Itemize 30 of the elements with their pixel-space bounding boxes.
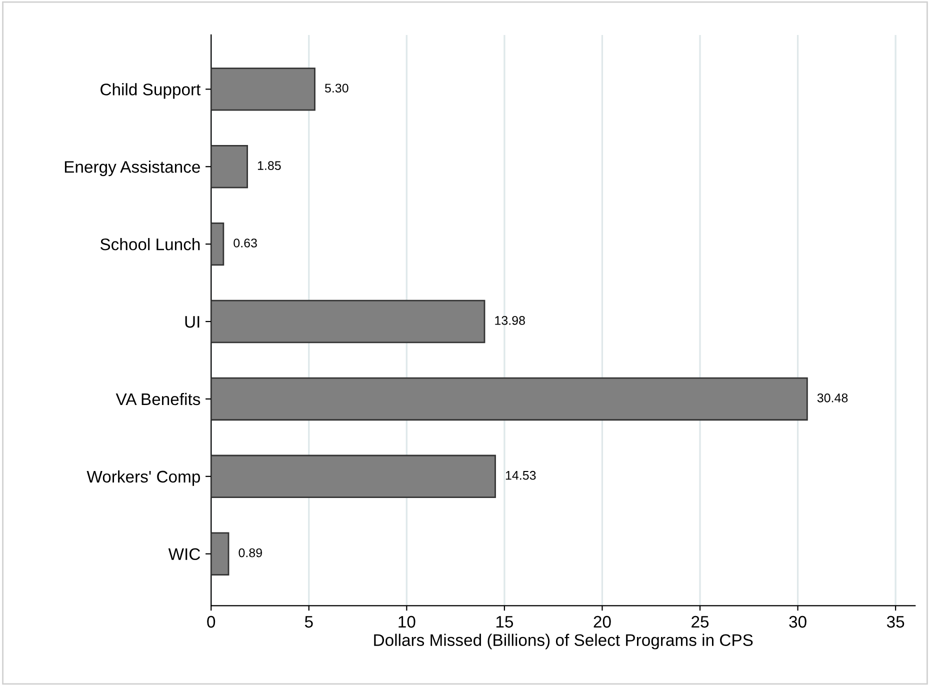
bar (211, 532, 230, 576)
x-tick-label: 5 (304, 616, 313, 628)
x-tick-label: 30 (789, 616, 806, 628)
x-tick-label: 10 (398, 616, 416, 628)
y-tick-label: UI (185, 316, 200, 328)
data-label: 0.63 (234, 238, 257, 248)
x-tick-label: 15 (496, 616, 514, 628)
data-label: 1.85 (258, 161, 281, 170)
data-label: 14.53 (506, 470, 536, 480)
data-label: 5.30 (324, 84, 348, 93)
bar (211, 145, 248, 188)
y-tick-label: School Lunch (100, 238, 200, 250)
x-tick-label: 0 (207, 616, 216, 628)
y-tick-label: Child Support (100, 83, 201, 99)
y-tick-label: WIC (168, 548, 200, 560)
bar (211, 222, 224, 266)
x-tick-label: 35 (886, 616, 904, 628)
x-tick-label: 20 (594, 616, 611, 628)
data-label: 30.48 (817, 393, 848, 402)
y-tick-label: Workers' Comp (86, 470, 200, 486)
y-tick-label: VA Benefits (116, 392, 200, 406)
bar (211, 300, 486, 344)
y-tick-label: Energy Assistance (64, 160, 200, 176)
x-tick-label: 25 (692, 616, 709, 628)
x-axis-title: Dollars Missed (Billions) of Select Programs in CPS (374, 634, 753, 650)
bar (211, 454, 496, 498)
bar (211, 68, 316, 111)
data-label: 13.98 (495, 316, 525, 325)
data-label: 0.89 (238, 548, 262, 558)
bar (211, 377, 808, 421)
